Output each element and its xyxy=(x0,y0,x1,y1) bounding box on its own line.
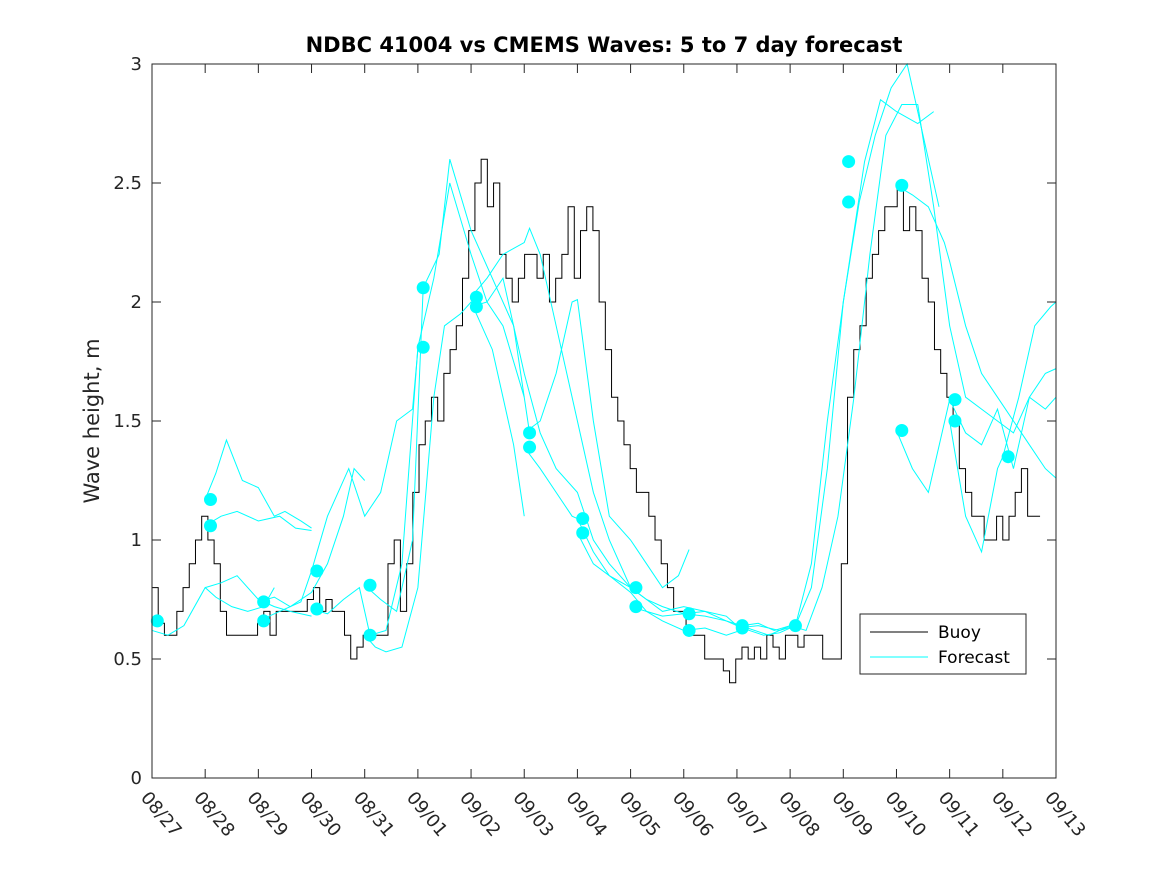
forecast-marker xyxy=(842,155,856,169)
forecast-series-layer xyxy=(151,62,1057,653)
x-tick-label: 09/10 xyxy=(881,788,930,841)
forecast-marker xyxy=(895,178,909,192)
chart-title: NDBC 41004 vs CMEMS Waves: 5 to 7 day fo… xyxy=(306,33,903,57)
forecast-series-line xyxy=(470,276,631,588)
forecast-marker-layer xyxy=(150,155,1015,642)
forecast-marker xyxy=(1001,450,1015,464)
forecast-marker xyxy=(629,581,643,595)
plot-area xyxy=(150,62,1057,684)
forecast-series-line xyxy=(630,587,791,631)
forecast-series-line xyxy=(896,396,1057,494)
forecast-marker xyxy=(842,195,856,209)
y-tick-label: 0.5 xyxy=(113,649,142,670)
y-axis: 0 0.5 1 1.5 2 2.5 3 xyxy=(113,54,1056,789)
forecast-marker xyxy=(948,393,962,407)
forecast-series-line xyxy=(364,301,525,653)
forecast-marker xyxy=(576,526,590,540)
forecast-series-line xyxy=(151,586,275,636)
x-tick-label: 09/11 xyxy=(934,788,983,841)
forecast-series-line xyxy=(736,62,940,631)
x-tick-label: 09/05 xyxy=(615,788,664,841)
y-tick-label: 1 xyxy=(131,530,142,551)
forecast-marker xyxy=(469,290,483,304)
x-tick-label: 09/06 xyxy=(668,788,717,841)
forecast-marker xyxy=(523,426,537,440)
forecast-marker xyxy=(523,440,537,454)
x-tick-label: 09/07 xyxy=(721,788,770,841)
forecast-marker xyxy=(788,619,802,633)
x-tick-label: 08/30 xyxy=(296,788,345,841)
x-tick-label: 08/31 xyxy=(349,788,398,841)
forecast-marker xyxy=(682,623,696,637)
forecast-series-line xyxy=(470,226,632,588)
forecast-marker xyxy=(150,614,164,628)
forecast-marker xyxy=(310,602,324,616)
forecast-marker xyxy=(895,424,909,438)
legend: Buoy Forecast xyxy=(859,613,1027,675)
x-tick-label: 08/29 xyxy=(243,788,292,841)
forecast-marker xyxy=(310,564,324,578)
forecast-marker xyxy=(948,414,962,428)
forecast-marker xyxy=(203,493,217,507)
x-tick-label: 09/02 xyxy=(455,788,504,841)
forecast-marker xyxy=(203,519,217,533)
forecast-marker xyxy=(257,614,271,628)
x-tick-label: 08/27 xyxy=(136,788,185,841)
x-tick-label: 09/13 xyxy=(1040,788,1089,841)
forecast-series-line xyxy=(258,349,419,622)
forecast-series-line xyxy=(258,467,366,608)
forecast-marker xyxy=(576,512,590,526)
forecast-series-line xyxy=(311,182,525,636)
forecast-series-line xyxy=(896,184,1057,479)
x-tick-label: 09/09 xyxy=(827,788,876,841)
buoy-series-layer xyxy=(152,158,1041,684)
forecast-marker xyxy=(735,621,749,635)
forecast-series-line xyxy=(630,606,791,636)
forecast-series-line xyxy=(523,298,690,589)
y-tick-label: 2.5 xyxy=(113,173,142,194)
y-axis-label: Wave height, m xyxy=(80,338,104,503)
legend-buoy-label: Buoy xyxy=(938,623,981,643)
x-axis: 08/27 08/28 08/29 08/30 08/31 09/01 09/02 09/03… xyxy=(136,64,1090,841)
x-tick-label: 09/01 xyxy=(402,788,451,841)
forecast-marker xyxy=(682,607,696,621)
forecast-marker xyxy=(363,578,377,592)
x-tick-label: 09/03 xyxy=(508,788,557,841)
forecast-marker xyxy=(257,595,271,609)
forecast-series-line xyxy=(364,159,531,613)
forecast-series-line xyxy=(204,438,312,529)
forecast-series-line xyxy=(204,510,312,531)
forecast-series-line xyxy=(683,98,934,636)
y-tick-label: 3 xyxy=(131,54,142,75)
buoy-series-line xyxy=(152,158,1041,684)
forecast-series-line xyxy=(576,532,738,627)
x-tick-label: 09/04 xyxy=(562,788,611,841)
legend-box xyxy=(859,613,1027,675)
x-tick-label: 08/28 xyxy=(189,788,238,841)
forecast-series-line xyxy=(789,103,1057,632)
forecast-marker xyxy=(469,300,483,314)
forecast-marker xyxy=(363,628,377,642)
y-tick-label: 0 xyxy=(131,768,142,789)
y-tick-label: 1.5 xyxy=(113,411,142,432)
legend-forecast-label: Forecast xyxy=(938,648,1010,668)
x-tick-label: 09/08 xyxy=(774,788,823,841)
forecast-series-line xyxy=(949,301,1057,554)
forecast-marker xyxy=(416,340,430,354)
forecast-marker xyxy=(629,600,643,614)
y-tick-label: 2 xyxy=(131,292,142,313)
forecast-series-line xyxy=(523,446,684,617)
forecast-series-line xyxy=(205,575,312,617)
forecast-marker xyxy=(416,281,430,295)
x-tick-label: 09/12 xyxy=(987,788,1036,841)
